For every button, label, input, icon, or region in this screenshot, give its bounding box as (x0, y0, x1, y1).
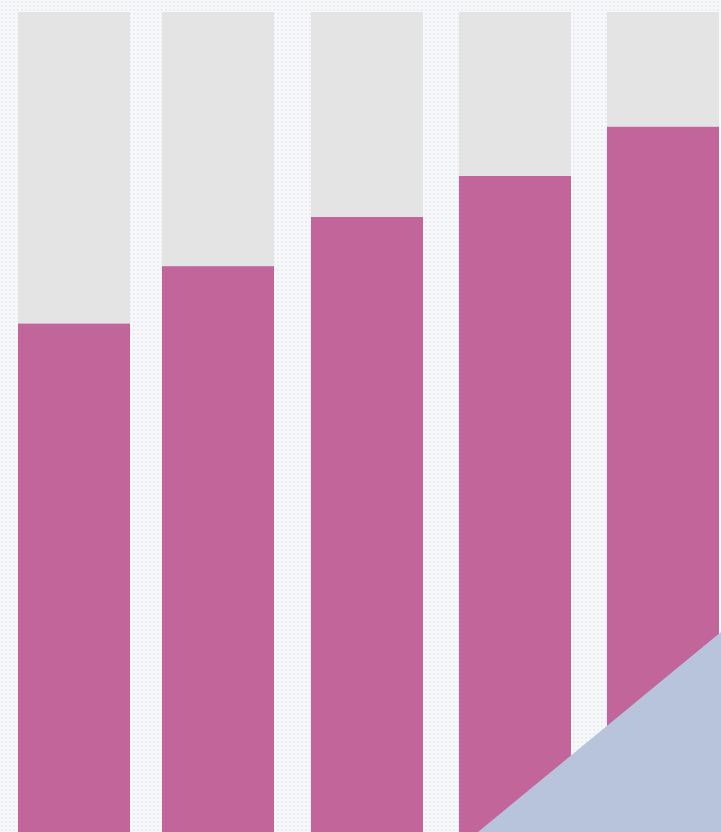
corner-overlay-shape (478, 632, 721, 832)
bar-1 (18, 323, 130, 832)
bar-3 (311, 217, 423, 832)
bar-4 (459, 176, 571, 832)
bar-2 (162, 266, 274, 832)
